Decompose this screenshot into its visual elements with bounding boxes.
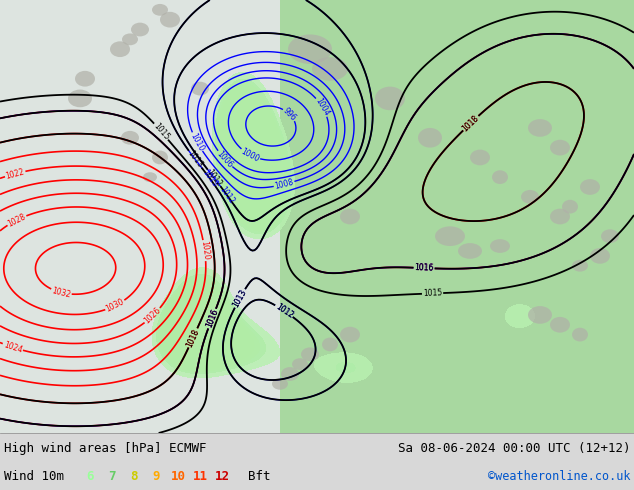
Text: 1016: 1016 xyxy=(204,308,220,329)
Text: 1015: 1015 xyxy=(152,122,171,142)
Ellipse shape xyxy=(191,82,209,96)
Text: 1016: 1016 xyxy=(414,263,434,273)
Ellipse shape xyxy=(152,4,168,16)
Ellipse shape xyxy=(572,260,588,271)
Text: 1018: 1018 xyxy=(185,327,201,348)
Text: Wind 10m: Wind 10m xyxy=(4,469,64,483)
Text: Bft: Bft xyxy=(248,469,271,483)
Ellipse shape xyxy=(528,119,552,137)
Text: 1018: 1018 xyxy=(461,113,481,133)
Ellipse shape xyxy=(562,200,578,214)
Ellipse shape xyxy=(143,172,157,182)
Text: 1018: 1018 xyxy=(185,327,201,348)
Polygon shape xyxy=(0,0,310,433)
Ellipse shape xyxy=(550,140,570,155)
Text: 1016: 1016 xyxy=(414,263,434,273)
Text: 1012: 1012 xyxy=(218,185,236,206)
Text: 1016: 1016 xyxy=(204,308,220,329)
Text: 11: 11 xyxy=(193,469,207,483)
Text: 1028: 1028 xyxy=(6,212,27,228)
Ellipse shape xyxy=(435,226,465,246)
Text: 1032: 1032 xyxy=(51,286,72,299)
Ellipse shape xyxy=(322,338,338,351)
Ellipse shape xyxy=(272,378,288,390)
Text: 1008: 1008 xyxy=(274,177,295,191)
Text: 12: 12 xyxy=(214,469,230,483)
Ellipse shape xyxy=(75,71,95,87)
Text: 1030: 1030 xyxy=(105,297,126,314)
Ellipse shape xyxy=(110,41,130,57)
Text: 9: 9 xyxy=(152,469,160,483)
Ellipse shape xyxy=(418,128,442,147)
Ellipse shape xyxy=(528,306,552,324)
Ellipse shape xyxy=(312,57,348,81)
Ellipse shape xyxy=(492,170,508,184)
Text: 8: 8 xyxy=(130,469,138,483)
Ellipse shape xyxy=(601,229,619,243)
Text: 1012: 1012 xyxy=(205,168,224,188)
Text: 6: 6 xyxy=(86,469,94,483)
Text: 1022: 1022 xyxy=(4,167,25,181)
Text: 1000: 1000 xyxy=(240,147,261,164)
Text: Sa 08-06-2024 00:00 UTC (12+12): Sa 08-06-2024 00:00 UTC (12+12) xyxy=(398,441,630,455)
Text: 1018: 1018 xyxy=(461,113,481,133)
Text: 996: 996 xyxy=(281,106,298,123)
Ellipse shape xyxy=(590,248,610,264)
Text: High wind areas [hPa] ECMWF: High wind areas [hPa] ECMWF xyxy=(4,441,207,455)
Ellipse shape xyxy=(122,33,138,45)
Text: ©weatheronline.co.uk: ©weatheronline.co.uk xyxy=(488,469,630,483)
Text: 1016: 1016 xyxy=(204,308,220,329)
Ellipse shape xyxy=(152,150,168,164)
Ellipse shape xyxy=(458,243,482,259)
Polygon shape xyxy=(0,0,634,433)
Text: 1013: 1013 xyxy=(200,168,219,189)
Text: 1020: 1020 xyxy=(199,241,210,261)
Text: 1013: 1013 xyxy=(186,149,205,170)
Ellipse shape xyxy=(572,328,588,342)
Text: 1024: 1024 xyxy=(2,340,23,355)
Ellipse shape xyxy=(580,179,600,195)
Text: 1012: 1012 xyxy=(274,302,295,320)
Text: 1006: 1006 xyxy=(215,149,235,169)
Ellipse shape xyxy=(281,367,299,381)
Ellipse shape xyxy=(131,23,149,36)
Ellipse shape xyxy=(292,358,308,370)
Text: 1013: 1013 xyxy=(231,288,249,309)
Text: 7: 7 xyxy=(108,469,116,483)
Text: 1013: 1013 xyxy=(231,288,249,309)
Ellipse shape xyxy=(340,209,360,224)
Polygon shape xyxy=(310,0,634,433)
Ellipse shape xyxy=(550,317,570,333)
Text: 10: 10 xyxy=(171,469,186,483)
Ellipse shape xyxy=(288,34,332,64)
Ellipse shape xyxy=(340,327,360,343)
Text: 1026: 1026 xyxy=(143,306,163,326)
Text: 1012: 1012 xyxy=(274,302,295,320)
Ellipse shape xyxy=(550,209,570,224)
Ellipse shape xyxy=(121,131,139,145)
Ellipse shape xyxy=(68,90,92,107)
Ellipse shape xyxy=(160,12,180,27)
Ellipse shape xyxy=(490,239,510,253)
Ellipse shape xyxy=(470,149,490,165)
Text: 1010: 1010 xyxy=(188,131,205,152)
Text: 1004: 1004 xyxy=(313,97,331,118)
Text: 1016: 1016 xyxy=(414,263,434,273)
Text: 1015: 1015 xyxy=(423,289,443,298)
Ellipse shape xyxy=(375,87,405,110)
Ellipse shape xyxy=(301,347,319,361)
Ellipse shape xyxy=(521,190,539,204)
